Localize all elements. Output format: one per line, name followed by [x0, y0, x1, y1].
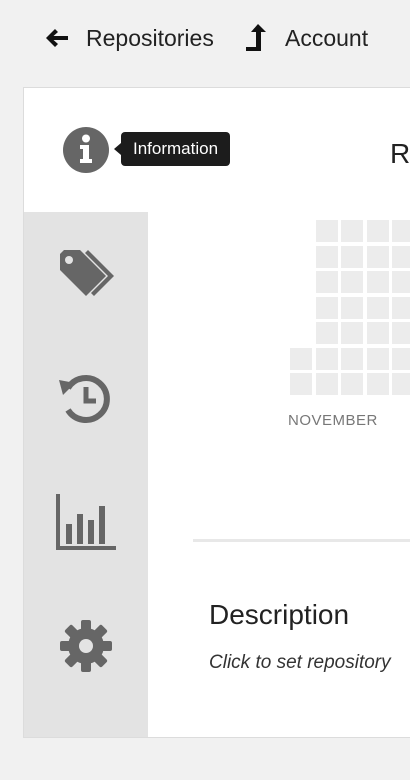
back-to-repositories-link[interactable]: Repositories [44, 22, 214, 54]
calendar-day-cell [290, 373, 312, 395]
info-icon[interactable] [62, 126, 110, 174]
calendar-month-label: NOVEMBER [288, 412, 378, 429]
calendar-day-cell [366, 347, 389, 370]
calendar-day-cell [366, 271, 389, 293]
account-link[interactable]: Account [243, 22, 368, 54]
information-tooltip: Information [113, 132, 231, 166]
calendar-day-cell [392, 271, 410, 293]
calendar-day-cell [366, 373, 389, 395]
calendar-day-cell [341, 245, 363, 268]
calendar-day-cell [315, 347, 338, 370]
sidebar-item-settings[interactable] [24, 584, 148, 708]
calendar-day-cell [341, 271, 363, 293]
calendar-day-cell [341, 322, 363, 344]
calendar-day-cell [315, 220, 338, 242]
top-navigation: Repositories Account [0, 0, 410, 76]
calendar-day-cell [341, 347, 363, 370]
calendar-day-cell [366, 220, 389, 242]
description-placeholder[interactable]: Click to set repository [209, 652, 391, 673]
tags-icon [60, 250, 114, 296]
sidebar [24, 212, 148, 737]
arrow-up-icon [246, 24, 266, 51]
calendar-day-cell [315, 373, 338, 395]
history-icon [59, 375, 110, 423]
calendar-day-cell [392, 296, 410, 319]
calendar-day-cell [392, 347, 410, 370]
calendar-day-cell [315, 296, 338, 319]
calendar-day-cell [315, 322, 338, 344]
calendar-day-cell [315, 271, 338, 293]
calendar-day-cell [341, 373, 363, 395]
calendar-day-cell [392, 245, 410, 268]
calendar-day-cell [392, 220, 410, 242]
calendar-day-cell [341, 296, 363, 319]
repository-title: R [390, 138, 410, 169]
calendar-day-cell [315, 245, 338, 268]
section-divider [193, 539, 410, 542]
arrow-left-icon [46, 29, 68, 47]
calendar-day-cell [366, 245, 389, 268]
bar-chart-icon [56, 494, 116, 550]
gear-icon [60, 620, 112, 672]
sidebar-item-history[interactable] [24, 336, 148, 460]
calendar-day-cell [392, 322, 410, 344]
calendar-day-cell [366, 296, 389, 319]
sidebar-item-statistics[interactable] [24, 460, 148, 584]
repository-panel: Information R [23, 87, 410, 738]
calendar-day-cell [366, 322, 389, 344]
calendar-day-cell [341, 220, 363, 242]
calendar-day-cell [290, 347, 312, 370]
account-link-label: Account [285, 25, 369, 51]
sidebar-item-tags[interactable] [24, 212, 148, 336]
calendar-day-cell [392, 373, 410, 395]
back-link-label: Repositories [86, 25, 214, 51]
description-heading: Description [209, 599, 350, 630]
